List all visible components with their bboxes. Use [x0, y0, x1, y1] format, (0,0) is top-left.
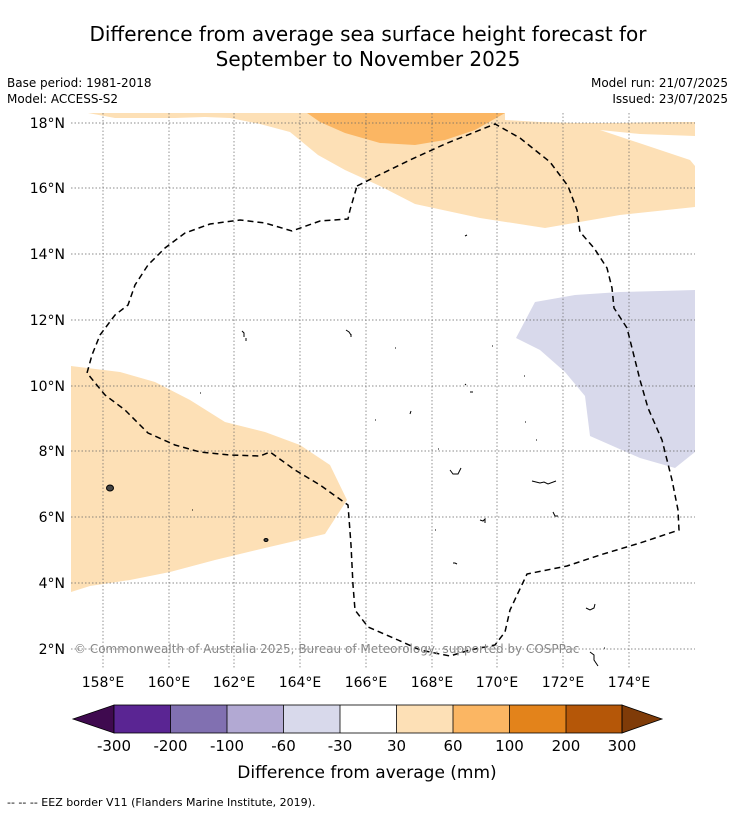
chart-title: Difference from average sea surface heig…: [0, 22, 736, 72]
colorbar-tick: -100: [210, 737, 244, 755]
neutral-patch-northeast: [600, 130, 695, 166]
lon-label: 164°E: [279, 675, 322, 691]
colorbar-tick: -30: [328, 737, 353, 755]
anomaly-region-north: [88, 113, 695, 228]
copyright-text: © Commonwealth of Australia 2025, Bureau…: [74, 642, 579, 656]
gridlines: [71, 113, 695, 668]
anomaly-region-east-negative: [516, 290, 695, 468]
lon-label: 170°E: [476, 675, 519, 691]
colorbar-tick: 200: [552, 737, 581, 755]
colorbar-extend-high: [621, 704, 664, 734]
colorbar-label: Difference from average (mm): [237, 763, 496, 783]
meta-left: Base period: 1981-2018 Model: ACCESS-S2: [7, 75, 152, 107]
lat-label: 18°N: [30, 116, 65, 132]
title-line-1: Difference from average sea surface heig…: [89, 22, 647, 46]
colorbar-swatch: [283, 705, 340, 733]
anomaly-region-north-strong: [307, 113, 505, 145]
colorbar-swatch: [396, 705, 453, 733]
colorbar-swatch: [453, 705, 510, 733]
islands: [106, 234, 605, 667]
lon-labels: 158°E 160°E 162°E 164°E 166°E 168°E 170°…: [82, 675, 651, 691]
colorbar-swatch: [114, 705, 171, 733]
map-plot-area: © Commonwealth of Australia 2025, Bureau…: [71, 113, 695, 668]
colorbar-tick: 300: [608, 737, 637, 755]
colorbar-tick: 100: [495, 737, 524, 755]
lon-label: 160°E: [148, 675, 191, 691]
lon-label: 158°E: [82, 675, 125, 691]
colorbar-swatch: [509, 705, 566, 733]
colorbar-swatch: [227, 705, 284, 733]
lat-labels: 18°N 16°N 14°N 12°N 10°N 8°N 6°N 4°N 2°N: [30, 116, 65, 658]
title-line-2: September to November 2025: [215, 47, 521, 71]
issued-date: Issued: 23/07/2025: [612, 92, 728, 106]
colorbar-tick: -60: [271, 737, 296, 755]
colorbar-tick: 30: [387, 737, 406, 755]
lat-label: 16°N: [30, 181, 65, 197]
eez-border: [86, 123, 680, 657]
lon-label: 174°E: [608, 675, 651, 691]
colorbar-tick: -300: [97, 737, 131, 755]
colorbar-swatch: [340, 705, 397, 733]
colorbar-swatch: [566, 705, 622, 733]
lat-label: 10°N: [30, 379, 65, 395]
lat-label: 12°N: [30, 313, 65, 329]
lon-label: 172°E: [542, 675, 585, 691]
lat-label: 4°N: [39, 576, 65, 592]
model-name: Model: ACCESS-S2: [7, 92, 119, 106]
base-period: Base period: 1981-2018: [7, 76, 152, 90]
colorbar-swatch: [170, 705, 227, 733]
colorbar-tick: -200: [153, 737, 187, 755]
colorbar-tick: 60: [443, 737, 462, 755]
lat-label: 6°N: [39, 510, 65, 526]
eez-footnote: -- -- -- EEZ border V11 (Flanders Marine…: [7, 796, 316, 809]
meta-right: Model run: 21/07/2025 Issued: 23/07/2025: [591, 75, 728, 107]
lat-label: 2°N: [39, 642, 65, 658]
anomaly-region-southwest: [71, 366, 347, 592]
lat-label: 14°N: [30, 247, 65, 263]
lon-label: 162°E: [213, 675, 256, 691]
lat-label: 8°N: [39, 444, 65, 460]
lon-label: 166°E: [345, 675, 388, 691]
lon-label: 168°E: [411, 675, 454, 691]
colorbar: -300 -200 -100 -60 -30 30 60 100 200 300…: [71, 704, 664, 783]
colorbar-extend-low: [71, 704, 115, 734]
model-run: Model run: 21/07/2025: [590, 76, 728, 90]
neutral-patch-north: [505, 113, 695, 123]
